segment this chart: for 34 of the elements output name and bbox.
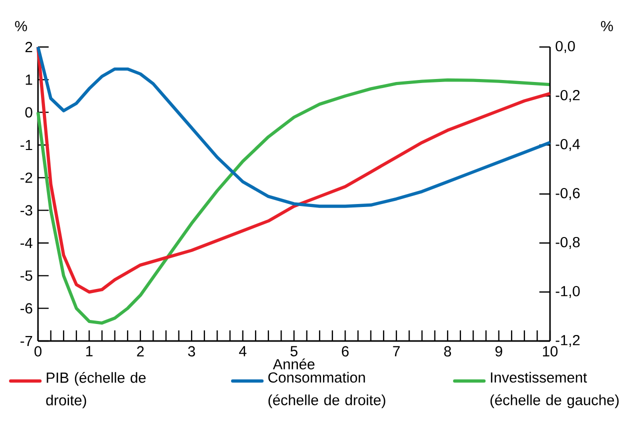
y2-tick-label: -0,8 <box>556 236 580 250</box>
y2-tick-label: -1,0 <box>556 286 580 298</box>
y2-axis-title: % <box>601 20 613 32</box>
y-tick-label: -1 <box>20 140 32 150</box>
legend-label: PIB (échelle de droite) <box>46 372 146 408</box>
y-tick-label: -2 <box>20 172 32 183</box>
legend-label: Consommation (échelle de droite) <box>268 372 386 408</box>
x-tick-label: 0 <box>34 346 42 356</box>
y-tick-label: -4 <box>20 238 32 248</box>
y2-tick-label: 0,0 <box>556 40 575 54</box>
x-tick-label: 7 <box>393 346 400 356</box>
x-tick-label: 6 <box>342 346 349 356</box>
x-tick-label: 1 <box>86 346 93 356</box>
y-tick-label: -6 <box>20 303 32 314</box>
x-tick-label: 3 <box>188 346 196 356</box>
x-tick-label: 4 <box>239 346 246 356</box>
y2-tick-label: -0,4 <box>556 138 580 152</box>
y-tick-label: 1 <box>26 74 32 85</box>
y-tick-label: -5 <box>20 270 32 281</box>
y2-tick-label: -0,6 <box>556 188 580 200</box>
y-tick-label: -3 <box>20 205 32 216</box>
x-tick-label: 8 <box>444 346 452 356</box>
y-tick-label: -7 <box>20 336 32 346</box>
x-tick-label: 5 <box>290 346 298 356</box>
y-tick-label: 2 <box>25 42 32 52</box>
y2-tick-label: -0,2 <box>556 90 580 102</box>
x-tick-label: 10 <box>542 346 558 356</box>
x-tick-label: 2 <box>137 346 144 356</box>
y2-tick-label: -1,2 <box>556 334 580 348</box>
y-tick-label: 0 <box>25 107 32 118</box>
x-tick-label: 9 <box>495 346 502 356</box>
x-axis-title: Année <box>272 358 314 370</box>
legend-label: Investissement (échelle de gauche) <box>490 372 619 408</box>
y-axis-title: % <box>15 20 27 32</box>
